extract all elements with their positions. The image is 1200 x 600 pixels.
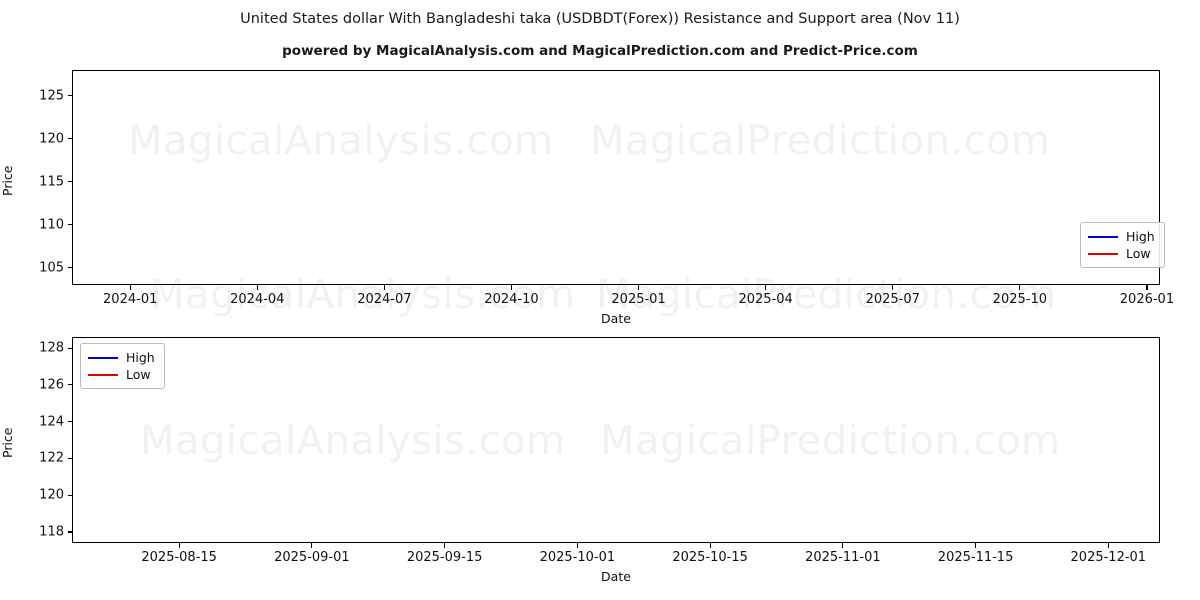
legend-label-low: Low xyxy=(126,367,151,382)
y-tick-mark xyxy=(67,531,72,533)
x-tick-mark xyxy=(1107,543,1109,548)
x-tick-mark xyxy=(576,543,578,548)
x-tick-label: 2025-09-01 xyxy=(274,550,350,565)
x-tick-label: 2025-10 xyxy=(992,292,1048,307)
x-tick-mark xyxy=(311,543,313,548)
y-tick-label: 124 xyxy=(39,414,64,430)
x-tick-label: 2025-01 xyxy=(611,292,666,307)
y-axis-label: Price xyxy=(0,427,15,459)
x-tick-label: 2024-10 xyxy=(484,292,539,307)
x-tick-mark xyxy=(383,285,385,290)
x-tick-label: 2025-10-15 xyxy=(672,550,748,565)
x-tick-mark xyxy=(178,543,180,548)
upper-plot-frame xyxy=(72,70,1160,285)
legend-line-high xyxy=(88,356,118,359)
x-tick-label: 2025-11-01 xyxy=(805,550,881,565)
y-tick-mark xyxy=(67,457,72,459)
x-tick-label: 2024-04 xyxy=(230,292,285,307)
y-tick-mark xyxy=(67,494,72,496)
x-tick-label: 2026-01 xyxy=(1119,292,1175,307)
x-tick-label: 2025-12-01 xyxy=(1070,550,1147,565)
y-tick-label: 118 xyxy=(39,524,64,540)
x-tick-label: 2025-08-15 xyxy=(141,550,217,565)
x-tick-mark xyxy=(256,285,258,290)
lower-legend[interactable]: High Low xyxy=(80,343,165,389)
legend-line-low xyxy=(88,373,118,376)
y-tick-label: 122 xyxy=(39,450,64,466)
x-tick-label: 2025-04 xyxy=(738,292,793,307)
x-tick-label: 2024-07 xyxy=(357,292,412,307)
x-tick-mark xyxy=(765,285,767,290)
legend-row-high: High xyxy=(88,349,155,366)
y-tick-label: 120 xyxy=(39,487,64,503)
x-tick-mark xyxy=(1146,285,1148,290)
x-tick-mark xyxy=(1019,285,1021,290)
y-tick-label: 105 xyxy=(39,260,64,276)
y-tick-label: 110 xyxy=(39,217,64,233)
legend-line-low xyxy=(1088,252,1118,255)
y-tick-mark xyxy=(67,95,72,97)
x-tick-mark xyxy=(709,543,711,548)
legend-label-low: Low xyxy=(1126,246,1151,261)
lower-chart-panel xyxy=(72,337,1160,543)
x-tick-label: 2025-10-01 xyxy=(539,550,616,565)
x-axis-label: Date xyxy=(601,569,631,584)
x-tick-mark xyxy=(842,543,844,548)
x-axis-label: Date xyxy=(601,311,631,326)
x-tick-label: 2024-01 xyxy=(103,292,158,307)
lower-plot-frame xyxy=(72,337,1160,543)
y-tick-mark xyxy=(67,421,72,423)
x-tick-mark xyxy=(444,543,446,548)
page-title: United States dollar With Bangladeshi ta… xyxy=(240,11,960,27)
y-tick-mark xyxy=(67,267,72,269)
upper-legend[interactable]: High Low xyxy=(1080,222,1165,268)
y-tick-label: 115 xyxy=(39,174,64,190)
x-tick-label: 2025-09-15 xyxy=(406,550,483,565)
x-tick-mark xyxy=(510,285,513,290)
legend-row-low: Low xyxy=(88,366,155,383)
x-tick-mark xyxy=(975,543,977,548)
x-tick-mark xyxy=(129,285,131,290)
y-tick-label: 120 xyxy=(39,131,64,147)
page-subtitle: powered by MagicalAnalysis.com and Magic… xyxy=(282,43,918,59)
y-axis-label: Price xyxy=(0,165,15,196)
x-tick-label: 2025-11-15 xyxy=(937,550,1014,565)
legend-label-high: High xyxy=(126,350,155,365)
x-tick-mark xyxy=(638,285,640,290)
y-tick-mark xyxy=(67,181,72,183)
y-tick-label: 125 xyxy=(39,88,64,104)
y-tick-label: 126 xyxy=(39,377,64,393)
y-tick-label: 128 xyxy=(39,340,64,356)
y-tick-mark xyxy=(67,224,72,226)
y-tick-mark xyxy=(67,384,72,386)
x-tick-label: 2025-07 xyxy=(865,292,920,307)
y-tick-mark xyxy=(67,347,72,349)
legend-row-low: Low xyxy=(1088,245,1155,262)
y-tick-mark xyxy=(67,138,72,140)
x-tick-mark xyxy=(892,285,894,290)
legend-row-high: High xyxy=(1088,228,1155,245)
legend-line-high xyxy=(1088,235,1118,238)
legend-label-high: High xyxy=(1126,229,1155,244)
upper-chart-panel xyxy=(72,70,1160,285)
